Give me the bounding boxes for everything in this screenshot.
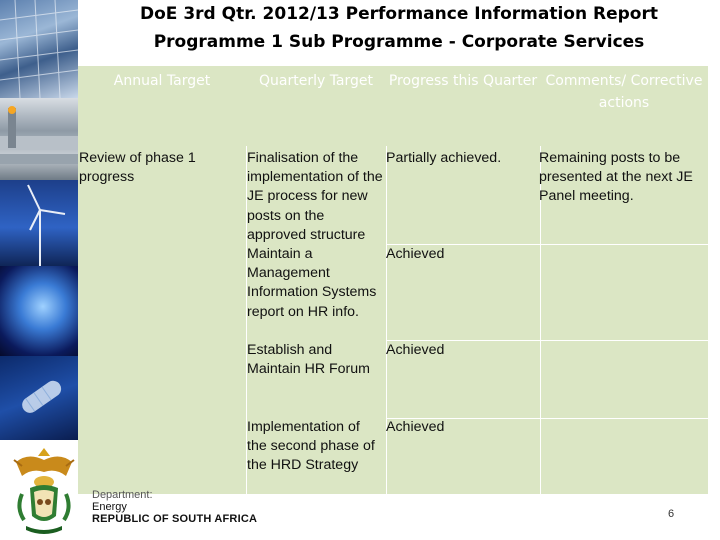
column-divider (386, 146, 387, 494)
title-line-1: DoE 3rd Qtr. 2012/13 Performance Informa… (140, 4, 658, 24)
row-divider (386, 418, 708, 419)
page-number: 6 (668, 508, 675, 520)
gas-flame-photo (0, 266, 78, 356)
progress-cell: Partially achieved. (386, 150, 502, 166)
table-header-row: Annual Target Quarterly Target Progress … (78, 66, 708, 146)
header-comments: Comments/ Corrective actions (545, 73, 703, 111)
row-divider (386, 340, 708, 341)
fuel-rod-graphic (22, 380, 62, 413)
energy-photo-strip (0, 0, 78, 440)
pipeline-photo (0, 98, 78, 180)
performance-table: Review of phase 1 progress Finalisation … (78, 146, 708, 494)
wind-turbine-photo (0, 180, 78, 266)
column-divider (246, 146, 247, 494)
annual-target-cell: Review of phase 1 progress (79, 150, 196, 186)
quarterly-target-cell: Implementation of the second phase of th… (247, 419, 375, 474)
quarterly-target-cell: Establish and Maintain HR Forum (247, 342, 370, 378)
progress-cell: Achieved (386, 419, 445, 435)
country-name: REPUBLIC OF SOUTH AFRICA (92, 513, 258, 525)
coat-of-arms-logo (13, 448, 75, 534)
title-line-2: Programme 1 Sub Programme - Corporate Se… (153, 32, 645, 52)
row-divider (386, 244, 708, 245)
solar-panel-graphic (0, 0, 78, 98)
department-label: Department: (92, 489, 153, 501)
quarterly-target-cell: Finalisation of the implementation of th… (247, 150, 383, 243)
header-quarterly-target: Quarterly Target (258, 73, 374, 89)
header-progress: Progress this Quarter (388, 73, 538, 89)
solar-panel-photo (0, 0, 78, 98)
slide-title: DoE 3rd Qtr. 2012/13 Performance Informa… (78, 0, 720, 56)
header-annual-target: Annual Target (113, 73, 211, 89)
column-divider (540, 146, 541, 494)
comments-cell: Remaining posts to be presented at the n… (539, 150, 693, 205)
department-wordmark: Department: Energy REPUBLIC OF SOUTH AFR… (92, 489, 257, 525)
fuel-rod-photo (0, 356, 78, 440)
progress-cell: Achieved (386, 246, 445, 262)
pipeline-graphic (0, 106, 78, 164)
wind-turbine-graphic (27, 184, 66, 266)
progress-cell: Achieved (386, 342, 445, 358)
quarterly-target-cell: Maintain a Management Information System… (247, 246, 377, 320)
department-name: Energy (92, 501, 127, 513)
